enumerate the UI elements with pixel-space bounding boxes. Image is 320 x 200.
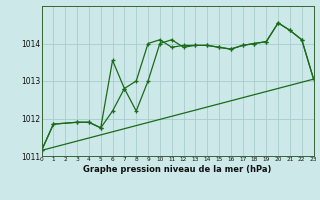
X-axis label: Graphe pression niveau de la mer (hPa): Graphe pression niveau de la mer (hPa) [84,165,272,174]
